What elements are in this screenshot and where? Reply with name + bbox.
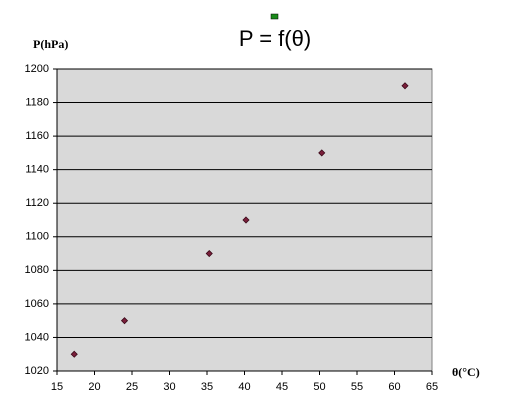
x-tick-label: 55 [351, 381, 363, 393]
y-tick-label: 1100 [25, 231, 49, 243]
y-tick-label: 1040 [25, 331, 49, 343]
x-tick-label: 25 [126, 381, 138, 393]
x-tick-label: 30 [163, 381, 175, 393]
point [70, 350, 78, 358]
x-axis-label: θ(°C) [452, 365, 480, 379]
x-tick-label: 20 [88, 381, 100, 393]
y-tick-label: 1120 [25, 197, 49, 209]
y-tick-label: 1020 [25, 365, 49, 377]
x-tick-label: 35 [201, 381, 213, 393]
y-tick-label: 1080 [25, 264, 49, 276]
point [120, 317, 129, 325]
y-tick-label: 1160 [25, 130, 49, 142]
y-tick-label: 1180 [25, 96, 49, 108]
point [205, 249, 213, 258]
chart-title: P = f(θ) [239, 26, 311, 51]
y-tick-label: 1200 [25, 63, 49, 75]
y-tick-label: 1060 [25, 298, 49, 310]
decoration [270, 13, 279, 20]
x-tick-label: 15 [51, 381, 63, 393]
point [401, 82, 409, 90]
x-tick-label: 50 [313, 381, 325, 393]
y-axis-label: P(hPa) [33, 37, 68, 51]
x-tick-label: 45 [276, 381, 288, 393]
point [242, 216, 250, 224]
y-tick-label: 1140 [25, 164, 49, 176]
x-tick-label: 40 [238, 381, 250, 393]
point [318, 149, 326, 157]
x-tick-label: 65 [426, 381, 438, 393]
x-tick-label: 60 [388, 381, 400, 393]
